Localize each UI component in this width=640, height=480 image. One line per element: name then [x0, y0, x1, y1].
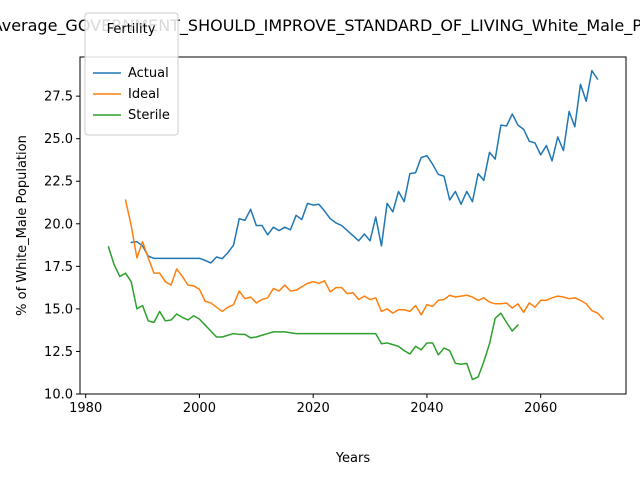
axes: 1980 2000 2020 2040 2060 10.0 12.5 15.0 17.5 20.0…	[44, 90, 557, 416]
y-tick-label: 22.5	[44, 175, 73, 190]
legend-entries: Actual Ideal Sterile	[93, 66, 170, 123]
legend-box	[84, 12, 179, 136]
legend-label-actual: Actual	[128, 66, 169, 81]
y-tick-label: 27.5	[44, 90, 73, 105]
legend-label-sterile: Sterile	[128, 108, 170, 123]
plot-frame	[79, 56, 627, 395]
y-tick-label: 17.5	[44, 260, 73, 275]
series-line-actual	[130, 69, 599, 264]
y-tick-label: 25.0	[44, 132, 73, 147]
series-lines	[107, 69, 604, 381]
y-tick-label: 15.0	[44, 302, 73, 317]
legend-label-ideal: Ideal	[128, 87, 160, 102]
legend-title: Fertility	[107, 22, 156, 37]
y-tick-label: 20.0	[44, 217, 73, 232]
x-axis-label: Years	[335, 451, 371, 466]
x-tick-label: 2040	[410, 401, 443, 416]
x-tick-label: 2020	[297, 401, 330, 416]
series-line-sterile	[107, 246, 519, 381]
x-tick-label: 1980	[69, 401, 102, 416]
y-axis-label: % of White_Male Population	[15, 135, 30, 316]
y-tick-label: 12.5	[44, 345, 73, 360]
y-tick-label: 10.0	[44, 388, 73, 403]
x-tick-label: 2000	[183, 401, 216, 416]
x-tick-label: 2060	[524, 401, 557, 416]
series-line-ideal	[124, 199, 604, 320]
legend: Fertility Actual Ideal Sterile	[84, 12, 179, 136]
